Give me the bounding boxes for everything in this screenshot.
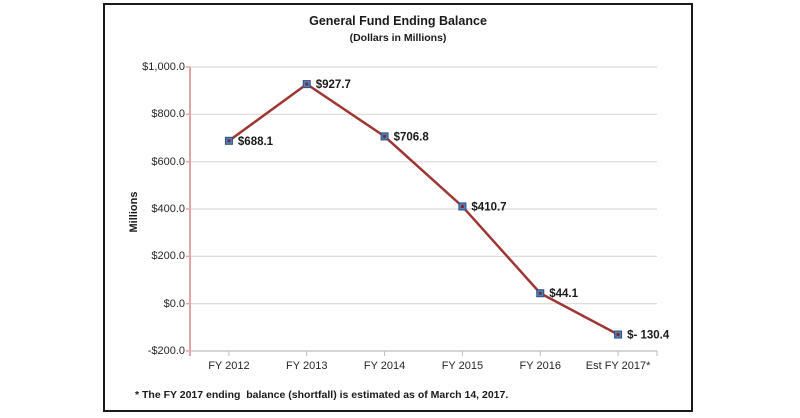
data-point-label: $706.8 — [394, 131, 430, 143]
x-tick-label: FY 2014 — [363, 360, 406, 372]
data-point-label: $410.7 — [471, 201, 506, 213]
chart-title: General Fund Ending Balance — [309, 14, 487, 28]
chart-canvas: $688.1 $927.7 $706.8 $410.7 $44.1 $- 130.4 — [186, 66, 670, 356]
data-point-marker-center — [227, 139, 231, 143]
y-tick-label: $200.0 — [151, 250, 185, 263]
data-point-marker-center — [538, 291, 542, 295]
data-point-marker-center — [616, 333, 620, 337]
footnote: * The FY 2017 ending balance (shortfall)… — [135, 389, 509, 401]
data-point-label: $- 130.4 — [627, 330, 670, 342]
x-tick-label: FY 2012 — [208, 360, 250, 372]
chart-frame: General Fund Ending Balance (Dollars in … — [103, 3, 693, 412]
x-tick-label: FY 2013 — [286, 360, 328, 372]
y-tick-label: $0.0 — [163, 297, 185, 310]
y-tick-label: $800.0 — [151, 108, 185, 121]
y-tick-label: $1,000.0 — [142, 61, 185, 73]
data-point-label: $44.1 — [549, 288, 578, 300]
data-point-label: $927.7 — [316, 79, 351, 91]
y-tick-label: $600.0 — [151, 155, 185, 168]
chart-subtitle: (Dollars in Millions) — [349, 32, 447, 44]
x-tick-label: Est FY 2017* — [585, 360, 651, 372]
data-point-marker-center — [383, 134, 387, 138]
plot-area: $688.1 $927.7 $706.8 $410.7 $44.1 $- 130.4 — [186, 66, 670, 356]
data-point-label: $688.1 — [238, 136, 274, 148]
y-tick-label: $400.0 — [151, 203, 185, 215]
data-point-marker-center — [305, 82, 309, 86]
series-line — [228, 82, 619, 336]
y-tick-label: -$200.0 — [147, 345, 185, 357]
data-point-marker-center — [460, 204, 464, 208]
x-tick-label: FY 2015 — [441, 360, 484, 372]
x-tick-label: FY 2016 — [519, 360, 561, 372]
